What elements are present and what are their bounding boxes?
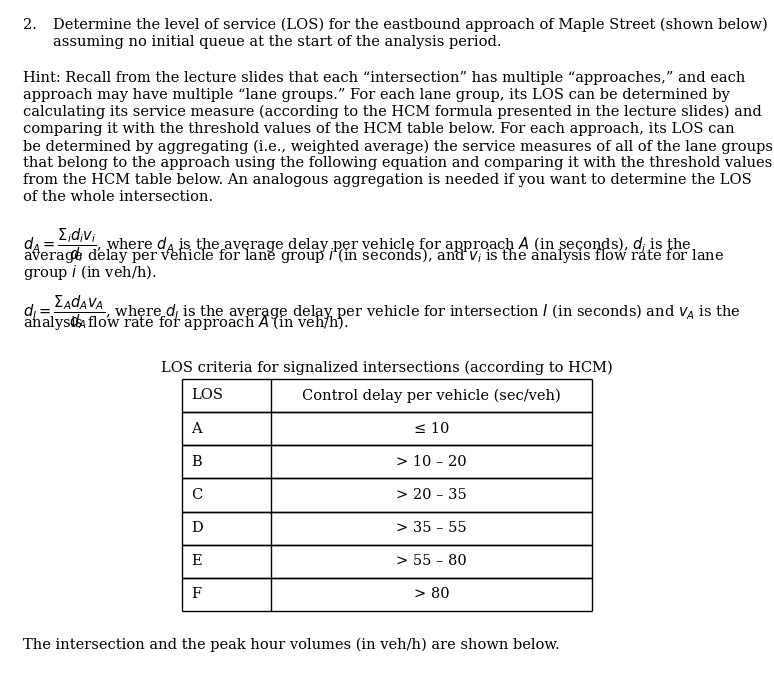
Text: > 20 – 35: > 20 – 35 [396, 488, 467, 502]
Text: D: D [191, 521, 203, 535]
Text: that belong to the approach using the following equation and comparing it with t: that belong to the approach using the fo… [23, 156, 772, 170]
Text: C: C [191, 488, 203, 502]
Text: > 80: > 80 [413, 587, 450, 601]
Text: B: B [191, 455, 202, 468]
Text: > 35 – 55: > 35 – 55 [396, 521, 467, 535]
Text: > 10 – 20: > 10 – 20 [396, 455, 467, 468]
Text: $d_I = \dfrac{\Sigma_A d_A v_A}{d_A}$, where $d_I$ is the average delay per vehi: $d_I = \dfrac{\Sigma_A d_A v_A}{d_A}$, w… [23, 293, 741, 331]
Text: A: A [191, 422, 202, 435]
Text: The intersection and the peak hour volumes (in veh/h) are shown below.: The intersection and the peak hour volum… [23, 638, 560, 652]
Text: from the HCM table below. An analogous aggregation is needed if you want to dete: from the HCM table below. An analogous a… [23, 173, 752, 187]
Text: approach may have multiple “lane groups.” For each lane group, its LOS can be de: approach may have multiple “lane groups.… [23, 88, 730, 102]
Text: ≤ 10: ≤ 10 [414, 422, 449, 435]
Text: Hint: Recall from the lecture slides that each “intersection” has multiple “appr: Hint: Recall from the lecture slides tha… [23, 70, 745, 85]
Text: assuming no initial queue at the start of the analysis period.: assuming no initial queue at the start o… [53, 35, 501, 49]
Text: calculating its service measure (according to the HCM formula presented in the l: calculating its service measure (accordi… [23, 105, 762, 120]
Text: $d_A = \dfrac{\Sigma_i d_i v_i}{d_i}$, where $d_A$ is the average delay per vehi: $d_A = \dfrac{\Sigma_i d_i v_i}{d_i}$, w… [23, 226, 692, 264]
Text: be determined by aggregating (i.e., weighted average) the service measures of al: be determined by aggregating (i.e., weig… [23, 139, 773, 153]
Text: group $i$ (in veh/h).: group $i$ (in veh/h). [23, 263, 156, 282]
Text: Determine the level of service (LOS) for the eastbound approach of Maple Street : Determine the level of service (LOS) for… [53, 18, 767, 32]
Text: LOS: LOS [191, 388, 223, 402]
Text: F: F [191, 587, 201, 601]
Text: 2.: 2. [23, 18, 37, 32]
Text: analysis flow rate for approach $A$ (in veh/h).: analysis flow rate for approach $A$ (in … [23, 313, 349, 332]
Text: comparing it with the threshold values of the HCM table below. For each approach: comparing it with the threshold values o… [23, 122, 735, 136]
Text: average delay per vehicle for lane group $i$ (in seconds), and $v_i$ is the anal: average delay per vehicle for lane group… [23, 246, 724, 265]
Text: of the whole intersection.: of the whole intersection. [23, 191, 214, 205]
Text: LOS criteria for signalized intersections (according to HCM): LOS criteria for signalized intersection… [161, 361, 613, 375]
Text: E: E [191, 554, 202, 568]
Text: Control delay per vehicle (sec/veh): Control delay per vehicle (sec/veh) [302, 388, 561, 403]
Text: > 55 – 80: > 55 – 80 [396, 554, 467, 568]
